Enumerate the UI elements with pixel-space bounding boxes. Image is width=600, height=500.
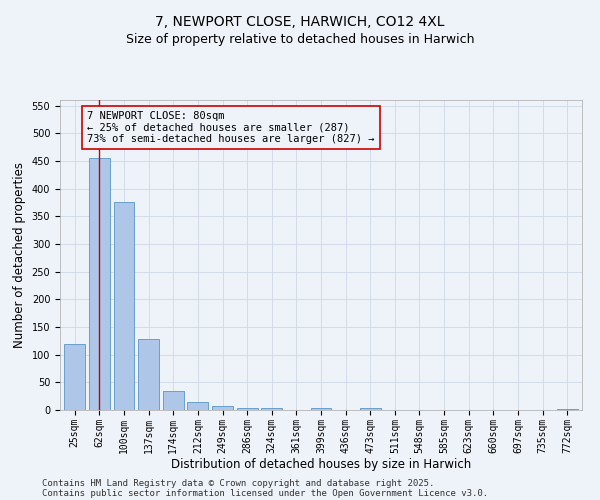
Bar bbox=[187, 402, 208, 410]
Bar bbox=[360, 408, 381, 410]
Bar bbox=[113, 202, 134, 410]
Bar bbox=[138, 339, 159, 410]
Bar bbox=[89, 158, 110, 410]
Y-axis label: Number of detached properties: Number of detached properties bbox=[13, 162, 26, 348]
Text: Contains HM Land Registry data © Crown copyright and database right 2025.: Contains HM Land Registry data © Crown c… bbox=[42, 478, 434, 488]
Text: 7, NEWPORT CLOSE, HARWICH, CO12 4XL: 7, NEWPORT CLOSE, HARWICH, CO12 4XL bbox=[155, 15, 445, 29]
Text: 7 NEWPORT CLOSE: 80sqm
← 25% of detached houses are smaller (287)
73% of semi-de: 7 NEWPORT CLOSE: 80sqm ← 25% of detached… bbox=[87, 111, 374, 144]
X-axis label: Distribution of detached houses by size in Harwich: Distribution of detached houses by size … bbox=[171, 458, 471, 471]
Bar bbox=[557, 409, 578, 410]
Text: Contains public sector information licensed under the Open Government Licence v3: Contains public sector information licen… bbox=[42, 488, 488, 498]
Bar bbox=[261, 408, 282, 410]
Bar bbox=[236, 408, 257, 410]
Bar bbox=[212, 406, 233, 410]
Bar bbox=[311, 408, 331, 410]
Text: Size of property relative to detached houses in Harwich: Size of property relative to detached ho… bbox=[126, 32, 474, 46]
Bar bbox=[163, 390, 184, 410]
Bar bbox=[64, 344, 85, 410]
